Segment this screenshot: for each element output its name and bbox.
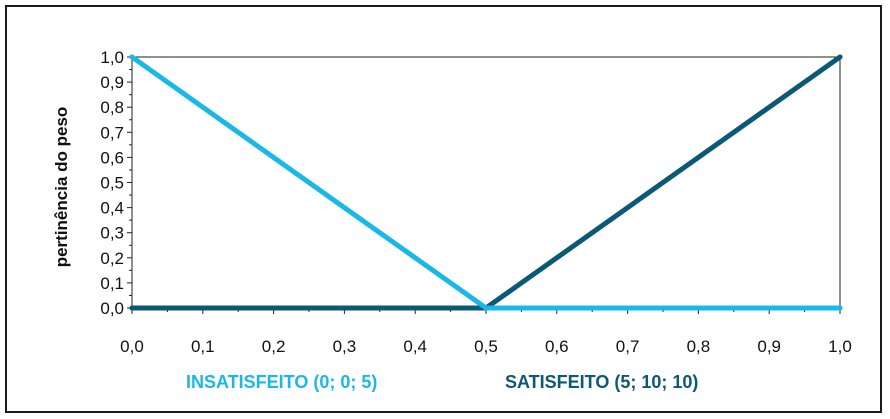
- x-tick-label: 0,1: [191, 337, 215, 356]
- series-point-satisfeito: [837, 54, 843, 60]
- plot-border: [131, 56, 841, 309]
- y-tick-label: 0,4: [100, 199, 124, 218]
- y-tick-label: 1,0: [100, 48, 124, 67]
- x-tick-label: 0,0: [120, 337, 144, 356]
- x-tick-label: 0,8: [687, 337, 711, 356]
- legend-entry-satisfeito: SATISFEITO (5; 10; 10): [505, 372, 698, 392]
- series-layer: [129, 54, 843, 311]
- y-tick-label: 0,7: [100, 123, 124, 142]
- x-tick-label: 0,3: [333, 337, 357, 356]
- x-tick-label: 0,4: [403, 337, 427, 356]
- x-axis-ticks: 0,0 0,1 0,2 0,3 0,4 0,5 0,6 0,7 0,8 0,9 1,0: [120, 308, 852, 356]
- x-tick-label: 0,7: [616, 337, 640, 356]
- series-point-insatisfeito: [129, 54, 135, 60]
- y-tick-label: 0,5: [100, 174, 124, 193]
- x-tick-label: 0,9: [757, 337, 781, 356]
- x-tick-label: 0,2: [262, 337, 286, 356]
- x-tick-label: 0,5: [474, 337, 498, 356]
- series-point-insatisfeito: [837, 305, 843, 311]
- legend: INSATISFEITO (0; 0; 5) SATISFEITO (5; 10;…: [186, 372, 698, 392]
- y-tick-label: 0,9: [100, 73, 124, 92]
- y-tick-label: 0,0: [100, 299, 124, 318]
- y-tick-label: 0,8: [100, 98, 124, 117]
- legend-entry-insatisfeito: INSATISFEITO (0; 0; 5): [186, 372, 377, 392]
- y-axis-label: pertinência do peso: [52, 107, 71, 268]
- series-point-satisfeito: [129, 305, 135, 311]
- x-tick-label: 0,6: [545, 337, 569, 356]
- plot-area: [131, 56, 841, 309]
- y-tick-label: 0,3: [100, 224, 124, 243]
- y-tick-label: 0,1: [100, 274, 124, 293]
- y-axis-ticks: 0,0 0,1 0,2 0,3 0,4 0,5 0,6 0,7 0,8 0,9 1,0: [100, 48, 132, 318]
- series-point-insatisfeito: [483, 305, 489, 311]
- y-tick-label: 0,2: [100, 249, 124, 268]
- x-tick-label: 1,0: [828, 337, 852, 356]
- y-tick-label: 0,6: [100, 148, 124, 167]
